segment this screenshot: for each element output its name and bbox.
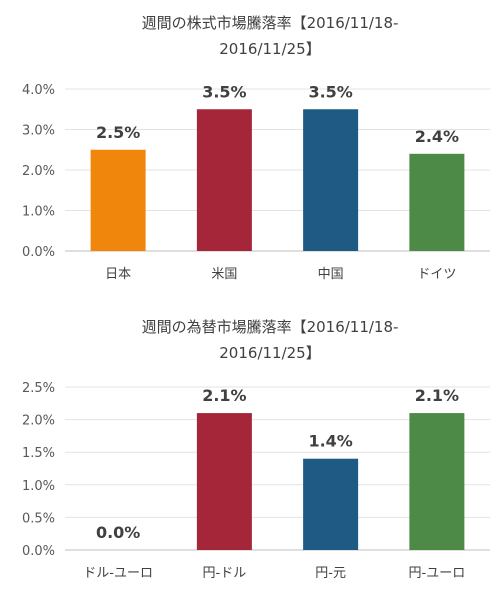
bar	[196, 109, 252, 251]
data-label: 3.5%	[308, 82, 352, 101]
data-label: 1.4%	[308, 432, 352, 451]
fx-market-chart: 週間の為替市場騰落率【2016/11/18- 2016/11/25】 0.0% 0…	[0, 300, 501, 600]
chart-title: 週間の株式市場騰落率【2016/11/18- 2016/11/25】	[40, 10, 500, 62]
x-category-label: ドル-ユーロ	[83, 566, 153, 581]
y-tick-label: 1.0%	[22, 479, 55, 494]
data-label: 3.5%	[202, 82, 246, 101]
bar	[196, 413, 252, 550]
chart-title-line-2: 2016/11/25】	[219, 344, 321, 362]
chart-title-line-1: 週間の為替市場騰落率【2016/11/18-	[141, 318, 399, 336]
bar	[409, 413, 465, 550]
chart-title: 週間の為替市場騰落率【2016/11/18- 2016/11/25】	[40, 314, 500, 366]
stock-market-bars: 0.0% 1.0% 2.0% 3.0% 4.0% 2.5% 日本 3.5% 米国 3.5% 中国 2.…	[22, 82, 490, 282]
y-tick-label: 3.0%	[22, 124, 55, 139]
x-category-label: 中国	[318, 267, 344, 282]
y-tick-label: 2.5%	[22, 381, 55, 396]
stock-market-chart: 週間の株式市場騰落率【2016/11/18- 2016/11/25】 0.0% 1…	[22, 10, 500, 282]
bar	[303, 109, 359, 251]
x-category-label: 円-ユーロ	[409, 566, 466, 581]
data-label: 0.0%	[96, 523, 140, 542]
y-tick-label: 2.0%	[22, 164, 55, 179]
bar	[409, 153, 465, 251]
x-category-label: ドイツ	[417, 267, 456, 282]
y-tick-label: 1.5%	[22, 446, 55, 461]
chart-title-line-2: 2016/11/25】	[219, 40, 321, 58]
data-label: 2.5%	[96, 123, 140, 142]
data-label: 2.4%	[415, 127, 459, 146]
bar	[90, 149, 146, 251]
x-category-label: 円-ドル	[203, 566, 247, 581]
x-category-label: 米国	[211, 267, 237, 282]
y-tick-label: 2.0%	[22, 414, 55, 429]
chart-title-line-1: 週間の株式市場騰落率【2016/11/18-	[141, 14, 399, 32]
y-tick-label: 0.0%	[22, 544, 55, 559]
fx-market-bars: 0.0% 0.5% 1.0% 1.5% 2.0% 2.5% 0.0% ドル-ユーロ 2.1% 円-…	[22, 381, 490, 581]
data-label: 2.1%	[202, 386, 246, 405]
y-tick-label: 0.0%	[22, 245, 55, 260]
y-tick-label: 1.0%	[22, 205, 55, 220]
y-tick-label: 4.0%	[22, 83, 55, 98]
bar	[303, 458, 359, 550]
x-category-label: 日本	[105, 267, 131, 282]
x-category-label: 円-元	[315, 566, 346, 581]
data-label: 2.1%	[415, 386, 459, 405]
y-tick-label: 0.5%	[22, 511, 55, 526]
